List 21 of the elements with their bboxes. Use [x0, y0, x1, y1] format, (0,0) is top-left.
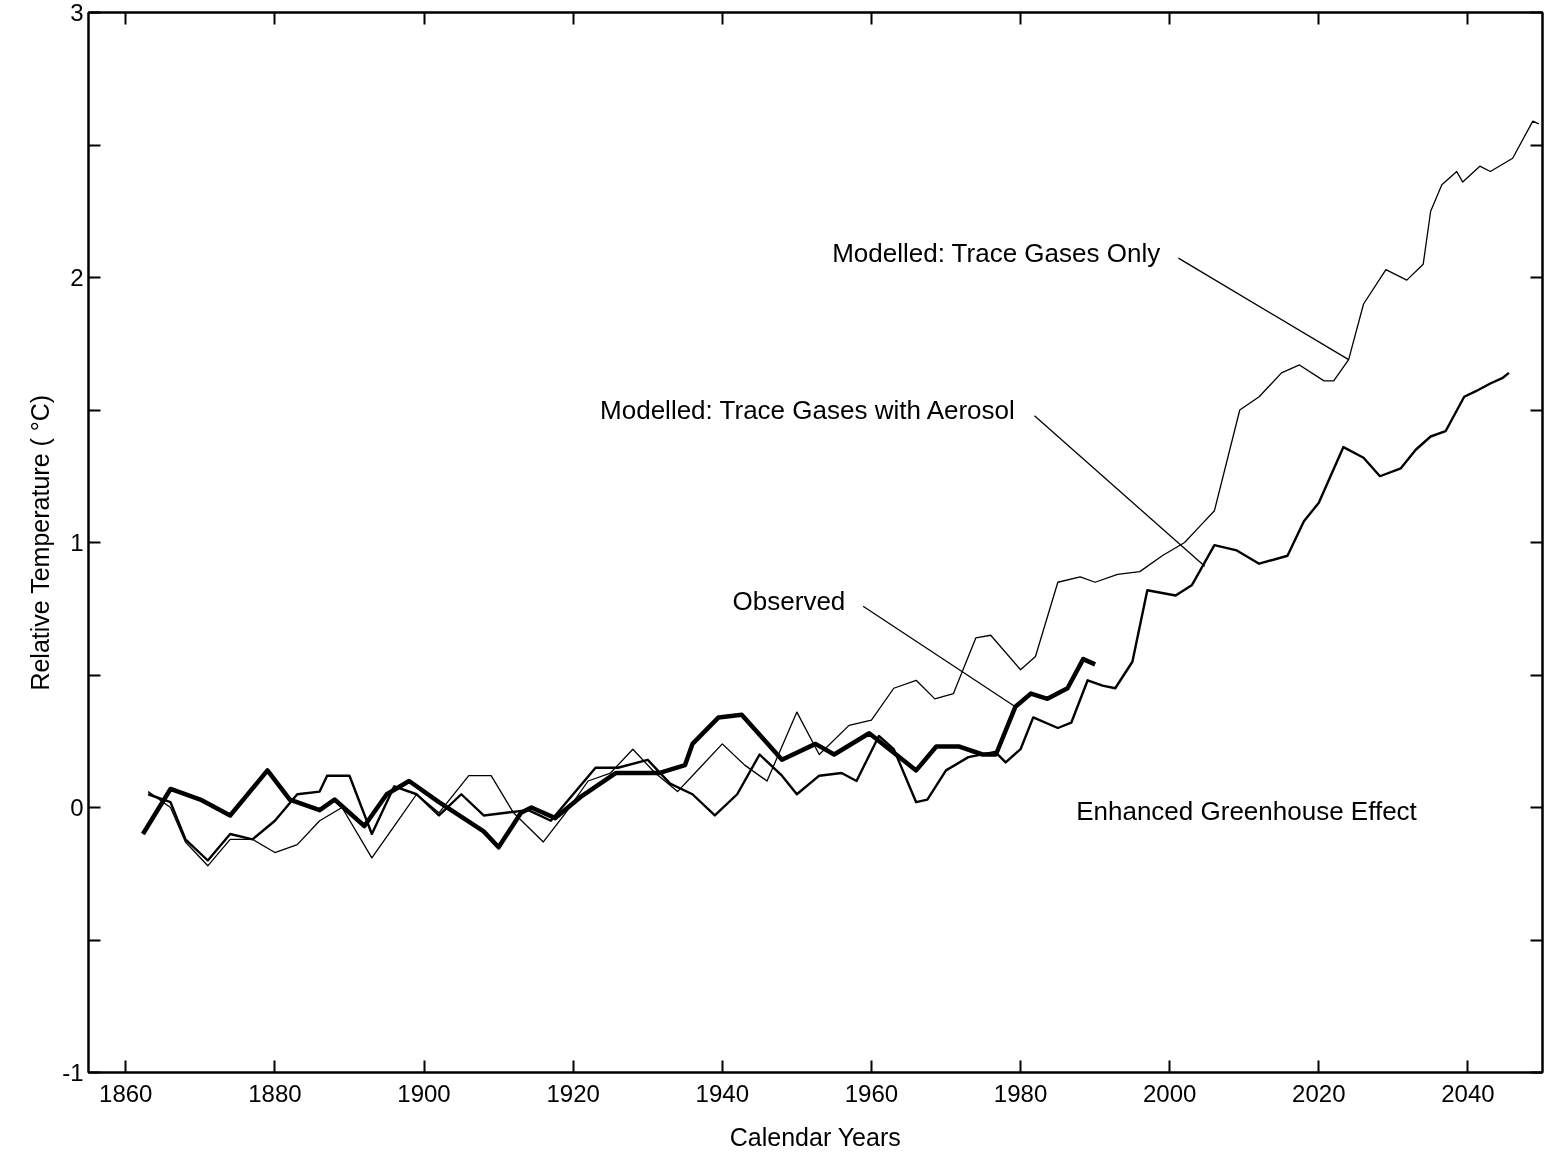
x-tick-label: 1960	[844, 1079, 899, 1107]
x-axis-title: Calendar Years	[729, 1122, 901, 1151]
annotation: Modelled: Trace Gases with Aerosol	[600, 395, 1015, 426]
y-axis-title: Relative Temperature ( °C)	[26, 394, 55, 691]
x-tick-label: 1880	[248, 1079, 302, 1107]
x-tick-label: 2000	[1142, 1079, 1197, 1107]
x-tick-label: 1920	[546, 1079, 600, 1107]
y-tick-label: 2	[70, 264, 84, 291]
x-tick-label: 1860	[99, 1079, 153, 1107]
x-tick-label: 2040	[1441, 1079, 1495, 1107]
y-tick-label: 3	[70, 0, 84, 26]
x-tick-label: 1900	[397, 1079, 451, 1107]
annotation: Observed	[732, 585, 846, 616]
y-tick-label: -1	[62, 1059, 84, 1086]
y-tick-label: 0	[70, 794, 84, 821]
x-tick-label: 1940	[695, 1079, 749, 1107]
x-tick-label: 2020	[1292, 1079, 1346, 1107]
annotation: Modelled: Trace Gases Only	[832, 237, 1161, 268]
x-tick-label: 1980	[993, 1079, 1048, 1107]
y-tick-label: 1	[70, 529, 84, 556]
annotation: Enhanced Greenhouse Effect	[1076, 795, 1418, 826]
